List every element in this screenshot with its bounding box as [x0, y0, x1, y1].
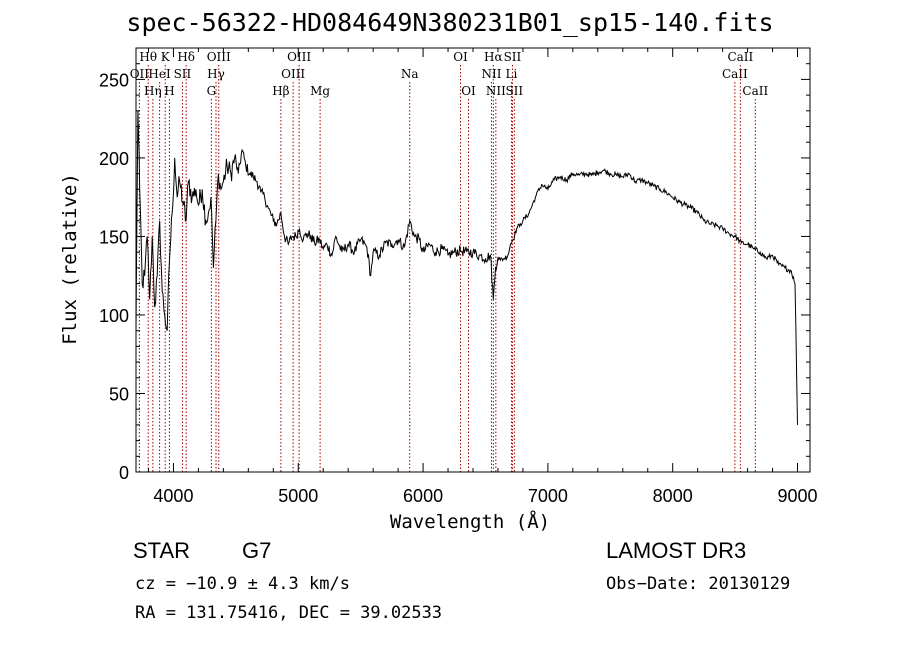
- marker-label: H: [164, 84, 174, 98]
- y-tick-label: 0: [119, 463, 129, 483]
- y-tick-label: 100: [99, 306, 129, 326]
- x-tick-label: 4000: [153, 486, 193, 506]
- marker-label: Hθ: [139, 50, 157, 64]
- marker-label: CaII: [742, 84, 768, 98]
- ra-dec: RA = 131.75416, DEC = 39.02533: [135, 603, 443, 623]
- marker-label: NII: [481, 67, 501, 81]
- marker-label: Hβ: [272, 84, 289, 98]
- marker-label: SII: [504, 50, 522, 64]
- marker-label: NII: [486, 84, 506, 98]
- marker-label: OIII: [207, 50, 231, 64]
- marker-label: OIII: [287, 50, 311, 64]
- marker-label: CaII: [727, 50, 753, 64]
- marker-label: G: [207, 84, 217, 98]
- x-tick-label: 8000: [653, 486, 693, 506]
- x-tick-label: 5000: [278, 486, 318, 506]
- y-tick-label: 50: [109, 384, 129, 404]
- y-tick-label: 150: [99, 227, 129, 247]
- chart-title: spec-56322-HD084649N380231B01_sp15-140.f…: [126, 8, 774, 37]
- marker-label: Hα: [484, 50, 503, 64]
- spectrum-line: [135, 110, 798, 425]
- marker-label: SII: [174, 67, 192, 81]
- marker-label: OIII: [281, 67, 305, 81]
- survey-name: LAMOST DR3: [606, 538, 747, 563]
- x-axis-label: Wavelength (Å): [389, 511, 551, 533]
- marker-label: OI: [461, 84, 476, 98]
- marker-label: Hγ: [207, 67, 225, 81]
- marker-label: Li: [506, 67, 518, 81]
- x-tick-label: 7000: [528, 486, 568, 506]
- y-tick-label: 200: [99, 149, 129, 169]
- observation-date: Obs−Date: 20130129: [606, 574, 791, 594]
- marker-label: OII: [130, 67, 150, 81]
- axis-ticks: 4000 5000 6000 7000 8000 9000 0 50 100 150 200 250: [99, 48, 818, 506]
- x-tick-label: 6000: [403, 486, 443, 506]
- y-tick-label: 250: [99, 70, 129, 90]
- marker-label: Hδ: [177, 50, 195, 64]
- plot-frame: [135, 47, 811, 473]
- object-subclass: G7: [242, 538, 272, 563]
- marker-label: HeI: [148, 67, 171, 81]
- redshift-cz: cz = −10.9 ± 4.3 km/s: [135, 574, 350, 594]
- marker-label: SII: [505, 84, 523, 98]
- marker-label: Na: [401, 67, 419, 81]
- marker-label: K: [161, 50, 171, 64]
- object-class: STAR: [133, 538, 191, 563]
- y-axis-label: Flux (relative): [59, 173, 81, 345]
- marker-label: Mg: [310, 84, 330, 98]
- marker-label: CaII: [722, 67, 748, 81]
- line-markers: OIIHθHηHeIKHSIIHδGHγOIIIHβOIIIOIIIMgNaOI…: [130, 50, 768, 472]
- x-tick-label: 9000: [777, 486, 817, 506]
- marker-label: OI: [453, 50, 468, 64]
- marker-label: Hη: [144, 84, 162, 98]
